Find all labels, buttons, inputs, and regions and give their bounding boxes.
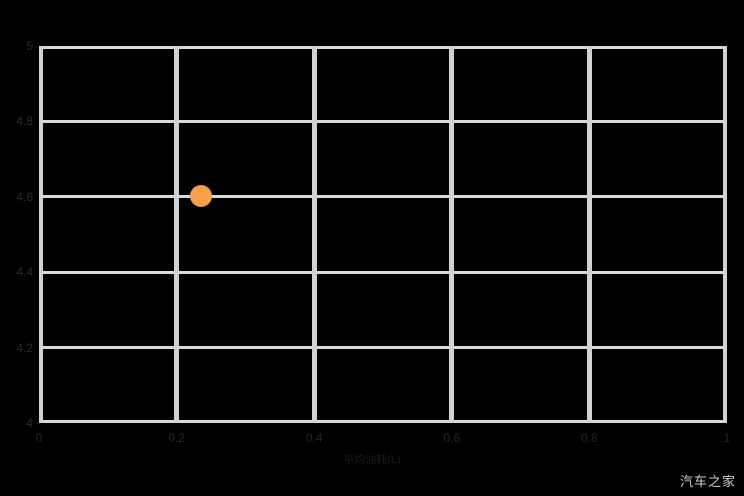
data-point-marker[interactable] — [189, 184, 212, 207]
gridline-vertical — [311, 46, 317, 423]
y-axis-tick-label: 4 — [26, 416, 33, 430]
plot-area — [39, 46, 727, 423]
gridline-vertical — [174, 46, 180, 423]
watermark-autohome: 汽车之家 — [679, 475, 736, 490]
y-axis-tick-label: 5 — [26, 39, 33, 53]
gridline-vertical — [39, 46, 43, 423]
x-axis-tick-label: 0.6 — [443, 431, 461, 445]
y-axis-tick-label: 4.8 — [16, 114, 33, 129]
x-axis-title: 平均油耗(L) — [343, 454, 401, 466]
y-axis-tick-labels: 4 4.2 4.4 4.6 4.8 5 — [0, 39, 33, 430]
x-axis-tick-label: 0.2 — [168, 431, 185, 445]
x-axis-tick-label: 0 — [35, 431, 43, 445]
x-axis-tick-label: 0.4 — [305, 431, 323, 445]
x-axis-tick-labels: 0 0.2 0.4 0.6 0.8 1 — [35, 431, 731, 449]
gridline-horizontal — [39, 46, 727, 49]
x-axis-tick-label: 0.8 — [581, 431, 598, 445]
gridline-horizontal — [39, 270, 727, 274]
gridline-vertical — [723, 46, 727, 423]
y-axis-tick-label: 4.2 — [16, 340, 33, 355]
gridline-horizontal — [39, 420, 727, 423]
gridline-horizontal — [39, 346, 727, 350]
gridline-vertical — [449, 46, 455, 423]
gridline-vertical — [586, 46, 592, 423]
y-axis-tick-label: 4.6 — [16, 189, 33, 204]
x-axis-tick-label: 1 — [723, 431, 731, 445]
gridline-horizontal — [39, 119, 727, 123]
gridline-horizontal — [39, 195, 727, 199]
y-axis-tick-label: 4.4 — [16, 265, 33, 280]
